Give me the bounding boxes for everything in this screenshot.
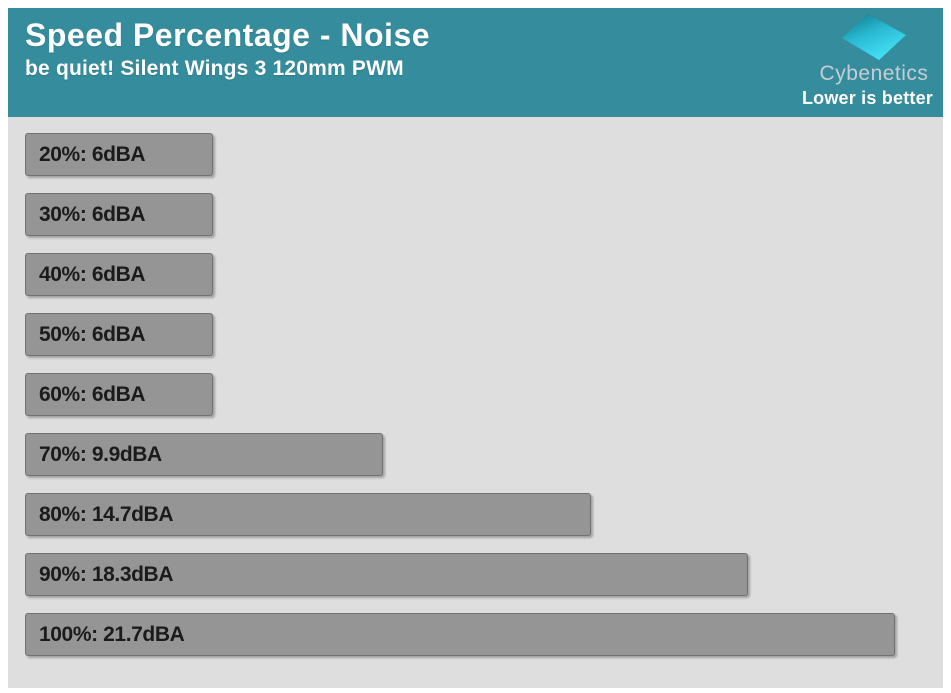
lower-is-better-label: Lower is better	[801, 88, 933, 108]
bar-row-100%: 100%: 21.7dBA	[25, 613, 943, 656]
chart-header: Speed Percentage - Noise be quiet! Silen…	[8, 8, 943, 117]
bar-row-60%: 60%: 6dBA	[25, 373, 943, 416]
bar-label: 80%: 14.7dBA	[39, 502, 174, 526]
bar: 80%: 14.7dBA	[25, 493, 591, 536]
chart-subtitle: be quiet! Silent Wings 3 120mm PWM	[25, 57, 404, 80]
bar: 20%: 6dBA	[25, 133, 213, 176]
bar-row-40%: 40%: 6dBA	[25, 253, 943, 296]
bar-row-80%: 80%: 14.7dBA	[25, 493, 943, 536]
bar-label: 40%: 6dBA	[39, 262, 146, 286]
bar-chart: 20%: 6dBA 30%: 6dBA 40%: 6dBA 50%: 6dBA …	[8, 117, 943, 688]
brand-name: Cybenetics	[819, 62, 929, 85]
chart-title: Speed Percentage - Noise	[25, 17, 431, 53]
bar-label: 20%: 6dBA	[39, 142, 146, 166]
bar: 30%: 6dBA	[25, 193, 213, 236]
bar-label: 90%: 18.3dBA	[39, 562, 174, 586]
title-block: Speed Percentage - Noise be quiet! Silen…	[25, 17, 430, 81]
bar-row-30%: 30%: 6dBA	[25, 193, 943, 236]
bar-label: 50%: 6dBA	[39, 322, 146, 346]
bar-list: 20%: 6dBA 30%: 6dBA 40%: 6dBA 50%: 6dBA …	[8, 133, 943, 656]
bar-row-70%: 70%: 9.9dBA	[25, 433, 943, 476]
bar-label: 100%: 21.7dBA	[39, 622, 185, 646]
bar: 50%: 6dBA	[25, 313, 213, 356]
bar-row-90%: 90%: 18.3dBA	[25, 553, 943, 596]
bar: 90%: 18.3dBA	[25, 553, 748, 596]
brand-block: Cybenetics	[809, 10, 939, 86]
bar: 100%: 21.7dBA	[25, 613, 895, 656]
bar-label: 60%: 6dBA	[39, 382, 146, 406]
cybenetics-logo-icon	[842, 14, 906, 60]
chart-canvas: Speed Percentage - Noise be quiet! Silen…	[8, 8, 943, 688]
bar-label: 30%: 6dBA	[39, 202, 146, 226]
bar-label: 70%: 9.9dBA	[39, 442, 162, 466]
bar-row-20%: 20%: 6dBA	[25, 133, 943, 176]
bar: 40%: 6dBA	[25, 253, 213, 296]
bar-row-50%: 50%: 6dBA	[25, 313, 943, 356]
bar: 60%: 6dBA	[25, 373, 213, 416]
bar: 70%: 9.9dBA	[25, 433, 383, 476]
